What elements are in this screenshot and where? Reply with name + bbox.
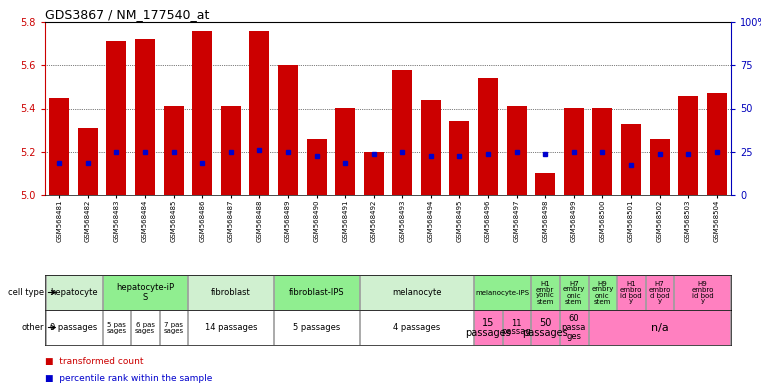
- Bar: [560, 310, 587, 345]
- Bar: [503, 310, 530, 345]
- Bar: [78, 128, 98, 195]
- Bar: [560, 275, 587, 310]
- Bar: [646, 275, 673, 310]
- Text: 50
passages: 50 passages: [522, 318, 568, 338]
- Bar: [421, 100, 441, 195]
- Text: 11
passag: 11 passag: [501, 318, 531, 336]
- Bar: [307, 139, 326, 195]
- Text: H1
embro
id bod
y: H1 embro id bod y: [619, 280, 642, 305]
- Text: 14 passages: 14 passages: [205, 323, 257, 332]
- Text: fibroblast-IPS: fibroblast-IPS: [288, 288, 345, 297]
- Bar: [392, 70, 412, 195]
- Bar: [621, 124, 641, 195]
- Bar: [221, 106, 240, 195]
- Text: 7 pas
sages: 7 pas sages: [164, 321, 183, 333]
- Bar: [274, 275, 359, 310]
- Bar: [250, 31, 269, 195]
- Bar: [507, 106, 527, 195]
- Text: 6 pas
sages: 6 pas sages: [135, 321, 155, 333]
- Bar: [564, 109, 584, 195]
- Text: 5 pas
sages: 5 pas sages: [107, 321, 126, 333]
- Text: fibroblast: fibroblast: [211, 288, 250, 297]
- Text: 4 passages: 4 passages: [393, 323, 440, 332]
- Text: hepatocyte-iP
S: hepatocyte-iP S: [116, 283, 174, 301]
- Text: ■  percentile rank within the sample: ■ percentile rank within the sample: [45, 374, 212, 383]
- Bar: [478, 78, 498, 195]
- Text: H9
embry
onic
stem: H9 embry onic stem: [591, 280, 613, 305]
- Text: melanocyte: melanocyte: [392, 288, 441, 297]
- Text: n/a: n/a: [651, 323, 668, 333]
- Bar: [360, 275, 473, 310]
- Text: 5 passages: 5 passages: [293, 323, 340, 332]
- Bar: [193, 31, 212, 195]
- Bar: [360, 310, 473, 345]
- Bar: [474, 275, 530, 310]
- Bar: [107, 41, 126, 195]
- Bar: [103, 310, 130, 345]
- Bar: [531, 275, 559, 310]
- Bar: [132, 310, 159, 345]
- Text: H9
embro
id bod
y: H9 embro id bod y: [691, 280, 714, 305]
- Bar: [589, 310, 731, 345]
- Bar: [189, 275, 273, 310]
- Bar: [274, 310, 359, 345]
- Bar: [103, 275, 187, 310]
- Text: melanocyte-IPS: melanocyte-IPS: [476, 290, 530, 296]
- Text: cell type: cell type: [8, 288, 44, 297]
- Text: ■  transformed count: ■ transformed count: [45, 357, 144, 366]
- Bar: [531, 310, 559, 345]
- Bar: [49, 98, 69, 195]
- Bar: [707, 93, 727, 195]
- Text: hepatocyte: hepatocyte: [49, 288, 97, 297]
- Bar: [164, 106, 183, 195]
- Text: 0 passages: 0 passages: [50, 323, 97, 332]
- Text: H7
embry
onic
stem: H7 embry onic stem: [562, 280, 585, 305]
- Bar: [450, 121, 470, 195]
- Bar: [335, 109, 355, 195]
- Bar: [364, 152, 384, 195]
- Bar: [135, 39, 155, 195]
- Bar: [617, 275, 645, 310]
- Bar: [474, 310, 501, 345]
- Bar: [160, 310, 187, 345]
- Text: 60
passa
ges: 60 passa ges: [562, 314, 586, 341]
- Text: 15
passages: 15 passages: [465, 318, 511, 338]
- Bar: [589, 275, 616, 310]
- Text: GDS3867 / NM_177540_at: GDS3867 / NM_177540_at: [45, 8, 209, 21]
- Bar: [189, 310, 273, 345]
- Bar: [678, 96, 698, 195]
- Bar: [46, 310, 102, 345]
- Bar: [46, 275, 102, 310]
- Bar: [650, 139, 670, 195]
- Text: other: other: [22, 323, 44, 332]
- Bar: [278, 65, 298, 195]
- Bar: [674, 275, 731, 310]
- Bar: [535, 173, 556, 195]
- Text: H7
embro
d bod
y: H7 embro d bod y: [648, 280, 670, 305]
- Bar: [592, 109, 613, 195]
- Text: H1
embr
yonic
stem: H1 embr yonic stem: [536, 280, 555, 305]
